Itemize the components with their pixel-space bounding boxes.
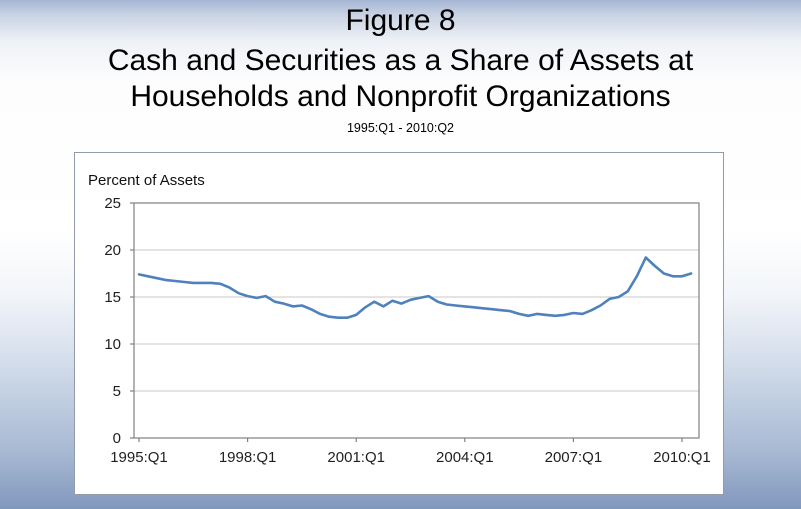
y-tick-label: 25 <box>104 195 121 212</box>
slide-title-line2: Households and Nonprofit Organizations <box>130 80 671 113</box>
y-tick-label: 15 <box>104 289 121 306</box>
y-tick-label: 0 <box>113 430 121 447</box>
figure-label: Figure 8 <box>345 4 456 37</box>
date-range-subtitle: 1995:Q1 - 2010:Q2 <box>346 121 455 135</box>
chart-svg: 0 5 10 15 20 25 1995:Q1 1998:Q1 2001:Q1 2004:Q1 20… <box>104 195 711 466</box>
data-series-line <box>137 256 693 319</box>
slide-title-line1: Cash and Securities as a Share of Assets… <box>107 44 694 77</box>
x-tick-label: 2001:Q1 <box>327 449 385 466</box>
chart-panel: Percent of Assets 0 5 10 15 20 25 1995:Q1 1998:… <box>74 152 724 495</box>
y-tick-label: 20 <box>104 242 121 259</box>
x-tick-label: 2007:Q1 <box>545 449 603 466</box>
x-tick-label: 1995:Q1 <box>110 449 168 466</box>
y-tick-label: 5 <box>113 383 121 400</box>
plot-frame <box>133 202 700 439</box>
x-tick-label: 1998:Q1 <box>219 449 277 466</box>
y-tick-label: 10 <box>104 336 121 353</box>
y-axis-title: Percent of Assets <box>88 172 205 189</box>
x-tick-label: 2004:Q1 <box>436 449 494 466</box>
x-tick-label: 2010:Q1 <box>653 449 711 466</box>
slide-title: Cash and Securities as a Share of Assets… <box>0 43 801 115</box>
